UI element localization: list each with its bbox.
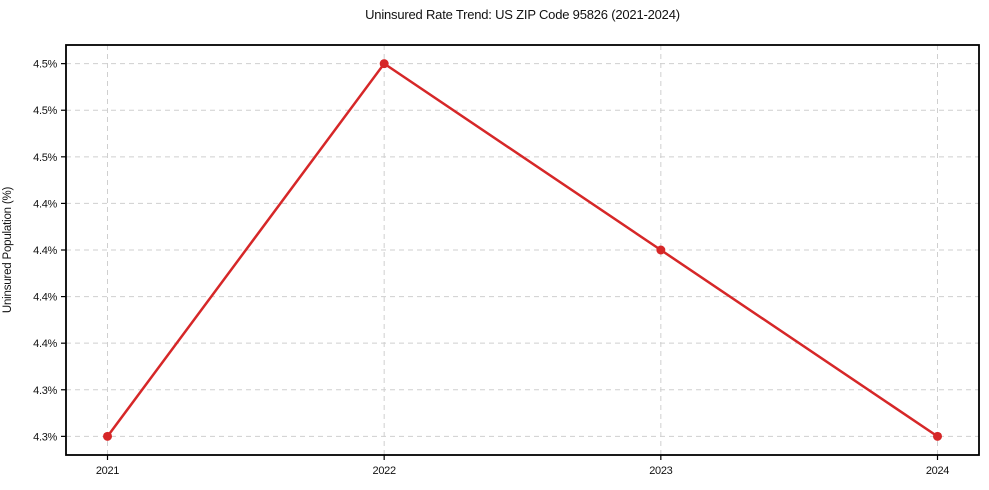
y-tick-label: 4.4%	[33, 292, 57, 304]
y-tick-label: 4.5%	[33, 105, 57, 117]
trend-line	[106, 62, 939, 438]
y-tick-label: 4.4%	[33, 198, 57, 210]
chart-title: Uninsured Rate Trend: US ZIP Code 95826 …	[365, 7, 680, 22]
x-tick-label: 2024	[926, 465, 949, 477]
y-tick-label: 4.5%	[33, 152, 57, 164]
x-tick-label: 2023	[649, 465, 672, 477]
y-tick-label: 4.4%	[33, 338, 57, 350]
data-point-2021	[103, 431, 112, 441]
y-tick-label: 4.4%	[33, 245, 57, 257]
data-point-2022	[379, 59, 389, 69]
y-tick-label: 4.3%	[33, 385, 57, 397]
y-tick-label: 4.5%	[33, 59, 57, 71]
y-axis-label: Uninsured Population (%)	[2, 186, 14, 314]
x-tick-label: 2022	[373, 465, 396, 477]
data-point-2024	[933, 431, 942, 441]
x-tick-label: 2021	[96, 465, 119, 477]
y-tick-label: 4.3%	[33, 431, 57, 443]
data-point-2023	[656, 245, 666, 255]
plot-border	[65, 44, 980, 456]
